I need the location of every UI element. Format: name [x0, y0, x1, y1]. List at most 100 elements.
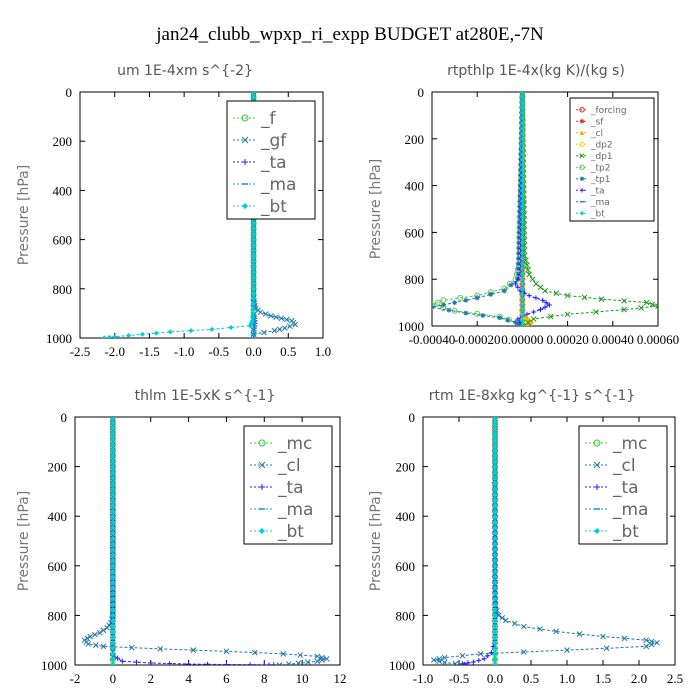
data-point — [323, 655, 330, 662]
data-point — [452, 660, 459, 665]
data-point — [110, 417, 116, 420]
data-point — [223, 648, 230, 655]
data-point — [519, 183, 525, 189]
data-point — [261, 329, 267, 336]
legend-label: _f — [260, 109, 277, 129]
data-point — [511, 620, 518, 627]
data-point — [519, 323, 525, 326]
data-point — [459, 652, 466, 659]
data-point — [519, 255, 525, 261]
data-point — [529, 276, 536, 283]
y-tick-label: 600 — [396, 559, 416, 574]
data-point — [110, 574, 116, 580]
x-tick-label: 10 — [296, 671, 309, 686]
data-point — [519, 209, 525, 215]
legend-label: _mc — [612, 434, 647, 454]
chart-panel-3: thlm 1E-5xK s^{-1} Pressure [hPa] -2 0 2 4 6 8 1… — [16, 388, 347, 686]
data-point — [515, 271, 521, 277]
data-point — [251, 275, 257, 281]
data-point — [188, 328, 194, 334]
data-point — [492, 524, 498, 530]
data-point — [519, 115, 525, 121]
x-tick-label: 12 — [334, 671, 347, 686]
data-point — [495, 612, 502, 619]
data-point — [297, 652, 304, 658]
data-point — [643, 637, 650, 644]
data-point — [287, 323, 293, 330]
data-point — [87, 633, 93, 640]
y-tick-label: 400 — [53, 183, 73, 198]
data-point — [251, 248, 257, 254]
x-tick-label: 1.0 — [559, 671, 575, 686]
data-point — [643, 299, 650, 306]
legend-label: _ta — [590, 186, 605, 196]
data-point — [432, 304, 435, 310]
data-point — [492, 574, 498, 580]
data-point — [492, 541, 498, 547]
x-tick-label: 2.5 — [667, 671, 683, 686]
x-tick-label: 2 — [147, 671, 154, 686]
data-point — [228, 325, 234, 331]
data-point — [110, 634, 116, 640]
legend-label: _ma — [612, 500, 648, 520]
plot-frame — [79, 91, 324, 339]
x-tick-label: -1.5 — [139, 344, 160, 359]
data-point — [148, 660, 154, 665]
legend-label: _bt — [260, 197, 287, 217]
panel-title: um 1E-4xm s^{-2} — [117, 63, 253, 79]
y-tick-label: 0 — [66, 85, 73, 100]
data-point — [281, 325, 288, 332]
y-tick-label: 400 — [405, 179, 425, 194]
data-point — [110, 579, 116, 585]
data-point — [581, 294, 588, 301]
chart-panel-4: rtm 1E-8xkg kg^{-1} s^{-1} Pressure [hPa]… — [368, 388, 683, 686]
data-point — [223, 662, 229, 665]
data-point — [104, 624, 111, 631]
y-axis-label: Pressure [hPa] — [16, 491, 32, 591]
data-point — [492, 491, 498, 497]
data-point — [434, 299, 441, 306]
x-tick-label: -2.5 — [70, 344, 91, 359]
data-point — [110, 623, 116, 629]
legend-label: _ma — [260, 175, 296, 195]
data-point — [319, 657, 325, 663]
data-point — [519, 167, 525, 173]
data-point — [600, 633, 606, 640]
data-point — [492, 486, 498, 492]
data-point — [492, 442, 498, 448]
x-tick-label: 1.0 — [315, 344, 331, 359]
y-tick-label: 800 — [48, 608, 68, 623]
data-point — [85, 641, 92, 647]
legend-label: _dp2 — [590, 140, 613, 150]
x-tick-label: -1.0 — [413, 671, 434, 686]
data-point — [119, 658, 125, 664]
data-point — [110, 464, 116, 470]
data-point — [251, 286, 257, 292]
data-point — [115, 655, 121, 661]
data-point — [250, 314, 256, 320]
data-point — [436, 655, 443, 662]
data-point — [251, 649, 258, 656]
series-group — [430, 417, 660, 665]
legend-label: _ma — [590, 198, 610, 208]
data-point — [598, 296, 605, 302]
data-point — [110, 442, 116, 448]
data-point — [110, 524, 116, 530]
data-point — [110, 420, 116, 426]
x-tick-label: 1.5 — [595, 671, 611, 686]
y-tick-label: 800 — [396, 608, 416, 623]
data-point — [110, 458, 116, 464]
data-point — [481, 656, 487, 662]
x-tick-label: -1.0 — [174, 344, 195, 359]
data-point — [513, 281, 519, 287]
data-point — [519, 172, 525, 178]
data-point — [492, 513, 498, 519]
data-point — [492, 568, 498, 574]
data-point — [110, 640, 116, 646]
data-point — [436, 658, 443, 665]
data-point — [110, 530, 116, 536]
data-point — [251, 301, 257, 307]
data-point — [250, 92, 257, 95]
data-point — [492, 508, 498, 514]
y-axis-label: Pressure [hPa] — [368, 491, 384, 591]
